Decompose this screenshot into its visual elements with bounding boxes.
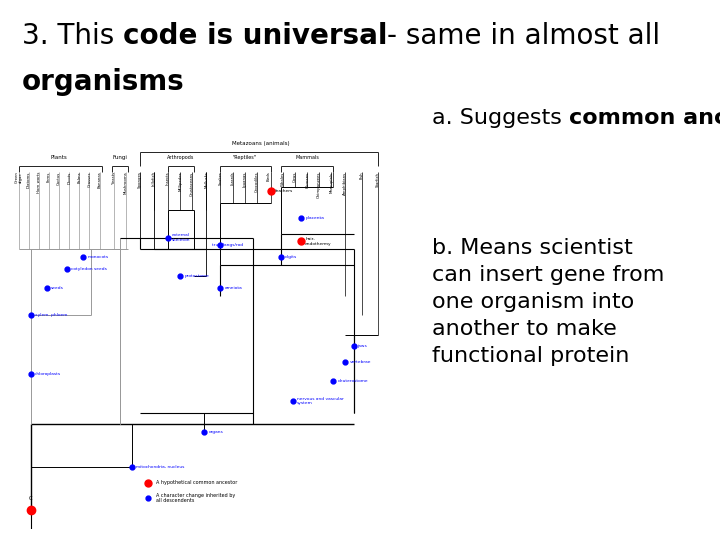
Text: Cactus: Cactus xyxy=(57,172,61,185)
Text: Yeasts: Yeasts xyxy=(112,172,116,184)
Text: external
skeleton: external skeleton xyxy=(172,233,191,242)
Text: Snakes: Snakes xyxy=(218,172,222,185)
Text: placenta: placenta xyxy=(305,216,324,220)
Text: Palms: Palms xyxy=(77,172,81,183)
Text: seeds: seeds xyxy=(51,286,64,290)
Text: Humans: Humans xyxy=(305,172,309,187)
Text: monocots: monocots xyxy=(87,255,109,259)
Text: Dicots: Dicots xyxy=(67,172,71,184)
Text: xylem, phloem: xylem, phloem xyxy=(35,313,68,318)
Text: organs: organs xyxy=(208,430,223,434)
Text: Mammals: Mammals xyxy=(295,155,319,160)
Text: Amphibians: Amphibians xyxy=(343,172,348,194)
Text: Fungi: Fungi xyxy=(112,155,127,160)
Text: cotyledon seeds: cotyledon seeds xyxy=(71,267,107,271)
Text: Crocodiles: Crocodiles xyxy=(255,172,258,192)
Text: a. Suggests: a. Suggests xyxy=(432,108,569,128)
Text: b. Means scientist
can insert gene from
one organism into
another to make
functi: b. Means scientist can insert gene from … xyxy=(432,238,665,367)
Text: Metazoans (animals): Metazoans (animals) xyxy=(232,141,289,146)
Text: nervous and vascular
system: nervous and vascular system xyxy=(297,396,344,405)
Text: common ancestor: common ancestor xyxy=(569,108,720,128)
Text: Sponges: Sponges xyxy=(138,172,142,188)
Text: Diatoms: Diatoms xyxy=(27,172,31,188)
Text: - same in almost all: - same in almost all xyxy=(387,22,660,50)
Text: jaws: jaws xyxy=(358,345,367,348)
Text: deuterostome: deuterostome xyxy=(338,380,368,383)
Text: Millipedes: Millipedes xyxy=(178,172,182,191)
Text: digits: digits xyxy=(285,255,297,259)
Text: Ferns: Ferns xyxy=(47,172,51,182)
Text: Green
algae: Green algae xyxy=(14,172,23,184)
Text: code is universal: code is universal xyxy=(122,22,387,50)
Text: Iguanas: Iguanas xyxy=(243,172,247,187)
Text: Mushrooms: Mushrooms xyxy=(124,172,127,194)
Text: feathers: feathers xyxy=(275,189,293,193)
Text: Plants: Plants xyxy=(51,155,68,160)
Text: A hypothetical common ancestor: A hypothetical common ancestor xyxy=(156,480,238,485)
Text: A character change inherited by
all descendents: A character change inherited by all desc… xyxy=(156,492,235,503)
Text: Jellyfish: Jellyfish xyxy=(152,172,156,186)
Text: Cows: Cows xyxy=(293,172,297,182)
Text: Horn worts: Horn worts xyxy=(37,172,41,193)
Text: 3. This: 3. This xyxy=(22,22,122,50)
Text: Birds: Birds xyxy=(267,172,271,181)
Text: Arthropods: Arthropods xyxy=(166,155,194,160)
Text: Bananas: Bananas xyxy=(97,172,102,188)
Text: organisms: organisms xyxy=(22,68,184,96)
Text: Crustaceans: Crustaceans xyxy=(190,172,194,195)
Text: Starfish: Starfish xyxy=(376,172,379,186)
Text: Whales: Whales xyxy=(281,172,285,186)
Text: "Reptiles": "Reptiles" xyxy=(233,155,256,160)
Text: amniota: amniota xyxy=(225,286,242,290)
Text: protostome: protostome xyxy=(184,274,209,279)
Text: Mollusks: Mollusks xyxy=(204,172,208,188)
Text: true fangs/rod: true fangs/rod xyxy=(212,244,243,247)
Text: Lizards: Lizards xyxy=(230,172,235,185)
Text: vertebrae: vertebrae xyxy=(349,360,371,364)
Text: hair,
endothermy: hair, endothermy xyxy=(305,237,332,246)
Text: chloroplasts: chloroplasts xyxy=(35,372,61,376)
Text: Marsupials: Marsupials xyxy=(329,172,333,192)
Text: mitochondria, nucleus: mitochondria, nucleus xyxy=(136,465,184,469)
Text: Grasses: Grasses xyxy=(87,172,91,187)
Text: Insects: Insects xyxy=(166,172,170,185)
Text: Chimpanzees: Chimpanzees xyxy=(318,172,321,198)
Text: Fish: Fish xyxy=(359,172,364,179)
Text: C: C xyxy=(29,496,33,501)
